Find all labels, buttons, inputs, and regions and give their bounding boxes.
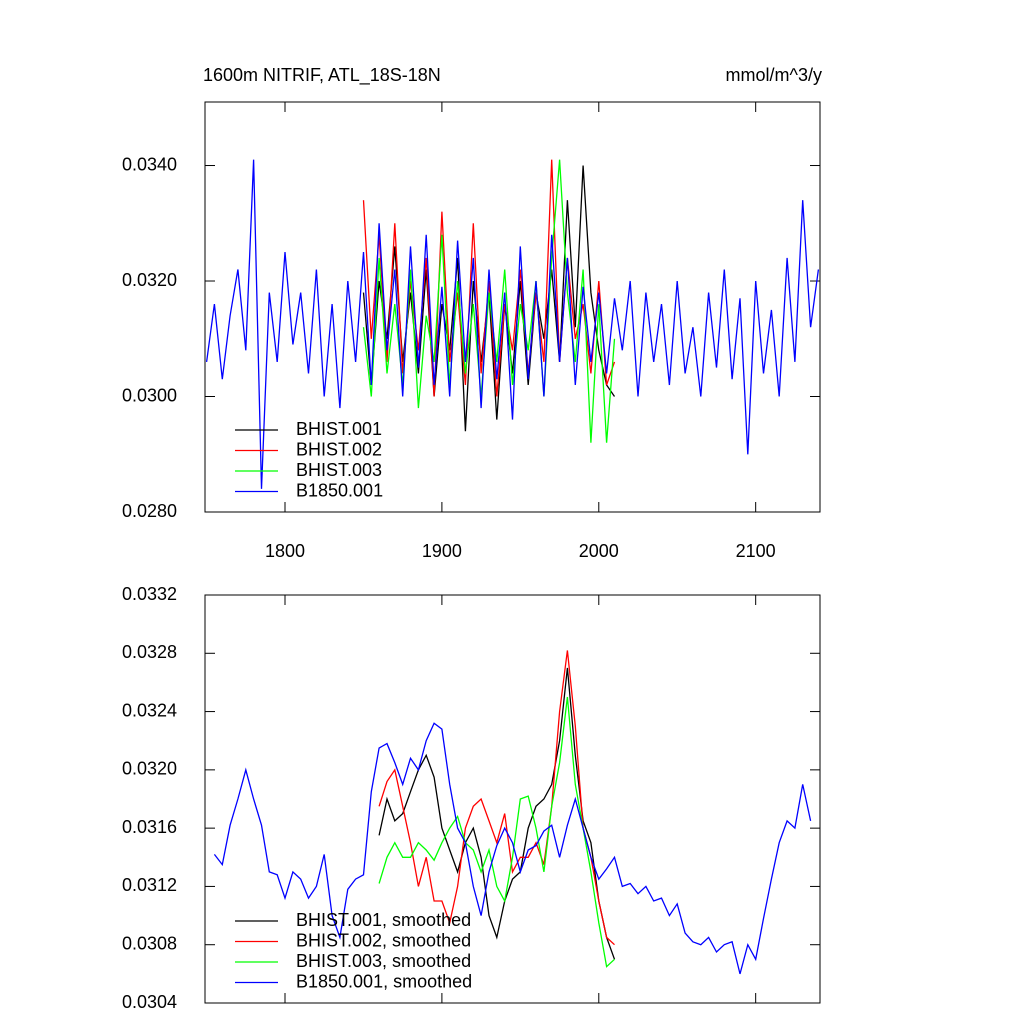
x-tick-label: 2100 — [736, 541, 776, 561]
y-tick-label: 0.0316 — [122, 817, 177, 837]
y-tick-label: 0.0332 — [122, 584, 177, 604]
x-tick-label: 2000 — [579, 541, 619, 561]
legend-label: B1850.001 — [296, 480, 383, 500]
y-tick-label: 0.0324 — [122, 700, 177, 720]
y-tick-label: 0.0280 — [122, 501, 177, 521]
y-tick-label: 0.0300 — [122, 385, 177, 405]
plot-frame — [204, 101, 821, 513]
units-label: mmol/m^3/y — [726, 65, 822, 85]
y-tick-label: 0.0340 — [122, 154, 177, 174]
y-tick-label: 0.0304 — [122, 992, 177, 1012]
legend-label: BHIST.001 — [296, 419, 382, 439]
legend-label: BHIST.002, smoothed — [296, 930, 471, 950]
chart-title: 1600m NITRIF, ATL_18S-18N — [203, 65, 441, 86]
legend-label: BHIST.003 — [296, 460, 382, 480]
legend-label: BHIST.002 — [296, 439, 382, 459]
legend-label: BHIST.003, smoothed — [296, 951, 471, 971]
legend-label: BHIST.001, smoothed — [296, 910, 471, 930]
y-tick-label: 0.0312 — [122, 875, 177, 895]
y-tick-label: 0.0308 — [122, 933, 177, 953]
data-line — [213, 722, 812, 975]
plot-frame — [204, 594, 821, 1004]
x-tick-label: 1800 — [265, 541, 305, 561]
x-tick-label: 1900 — [422, 541, 462, 561]
data-line — [378, 696, 615, 968]
y-tick-label: 0.0320 — [122, 270, 177, 290]
y-tick-label: 0.0328 — [122, 642, 177, 662]
data-line — [205, 159, 820, 489]
y-tick-label: 0.0320 — [122, 759, 177, 779]
legend-label: B1850.001, smoothed — [296, 971, 472, 991]
data-line — [378, 650, 615, 946]
